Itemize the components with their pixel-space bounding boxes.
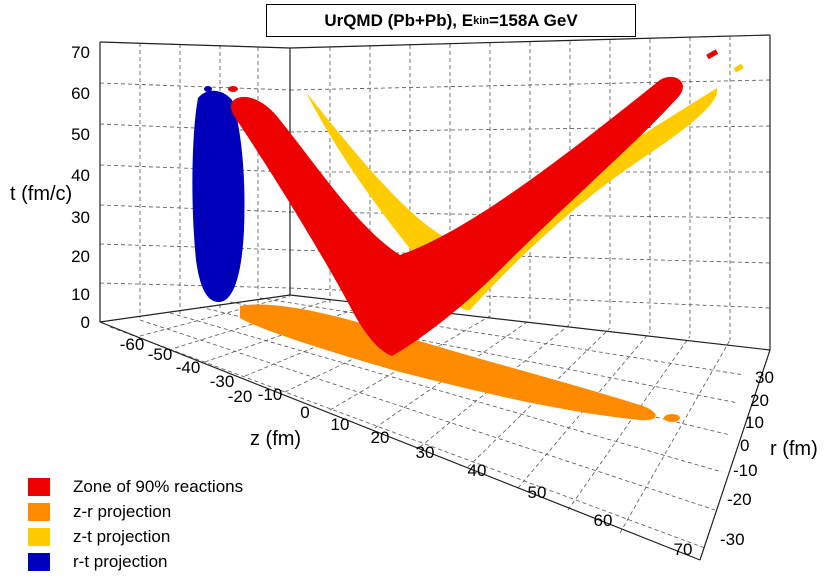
- r-tick-label: -20: [727, 490, 752, 509]
- z-tick-label: -20: [228, 387, 253, 406]
- chart-legend: Zone of 90% reactions z-r projection z-t…: [28, 474, 243, 574]
- legend-swatch: [28, 502, 50, 521]
- r-axis-ticks: 30 20 10 0 -10 -20 -30: [720, 368, 774, 549]
- legend-swatch: [28, 552, 50, 571]
- z-axis-ticks: -60 -50 -40 -30 -20 -10 0 10 20 30 40 50…: [120, 335, 693, 559]
- series-z-t-projection: [306, 63, 744, 311]
- z-tick-label: 70: [674, 540, 693, 559]
- t-tick-label: 0: [81, 313, 90, 332]
- z-tick-label: 40: [468, 461, 487, 480]
- legend-item: z-t projection: [28, 524, 243, 549]
- chart-axes: [99, 34, 771, 561]
- r-tick-label: 20: [750, 391, 769, 410]
- r-tick-label: 30: [755, 368, 774, 387]
- series-zone-of-90-reactions: [228, 49, 719, 356]
- chart-title-subscript: kin: [473, 14, 489, 27]
- legend-label: z-r projection: [73, 501, 172, 521]
- legend-label: r-t projection: [73, 551, 168, 571]
- z-tick-label: 50: [528, 483, 547, 502]
- z-tick-label: -40: [176, 358, 201, 377]
- z-tick-label: 30: [416, 443, 435, 462]
- data-mark: [230, 76, 683, 356]
- r-axis-label: r (fm): [770, 438, 818, 460]
- t-tick-label: 30: [71, 208, 90, 227]
- z-tick-label: 10: [331, 415, 350, 434]
- legend-label: z-t projection: [73, 526, 171, 546]
- z-tick-label: 20: [371, 428, 390, 447]
- t-tick-label: 20: [71, 247, 90, 266]
- chart-title-suffix: =158A GeV: [488, 10, 578, 30]
- legend-label: Zone of 90% reactions: [73, 476, 244, 496]
- data-mark: [306, 88, 718, 311]
- z-tick-label: -10: [258, 385, 283, 404]
- series-z-r-projection: [240, 304, 680, 422]
- data-mark: [706, 49, 719, 60]
- data-mark: [192, 90, 245, 303]
- z-tick-label: -50: [148, 345, 173, 364]
- legend-swatch: [28, 477, 50, 496]
- z-axis-label: z (fm): [250, 428, 301, 450]
- series-r-t-projection: [192, 86, 245, 303]
- t-axis-ticks: 0 10 20 30 40 50 60 70: [71, 43, 90, 332]
- r-tick-label: 10: [745, 413, 764, 432]
- data-mark: [664, 414, 680, 422]
- t-tick-label: 50: [71, 125, 90, 144]
- r-tick-label: 0: [740, 436, 749, 455]
- z-tick-label: -60: [120, 335, 145, 354]
- data-mark: [240, 304, 656, 421]
- t-tick-label: 40: [71, 166, 90, 185]
- z-tick-label: 0: [300, 403, 309, 422]
- t-tick-label: 10: [71, 285, 90, 304]
- t-axis-label: t (fm/c): [10, 183, 72, 205]
- legend-swatch: [28, 527, 50, 546]
- chart-title-prefix: UrQMD (Pb+Pb), E: [324, 10, 474, 30]
- t-tick-label: 60: [71, 84, 90, 103]
- r-tick-label: -30: [720, 530, 745, 549]
- legend-item: r-t projection: [28, 549, 243, 574]
- legend-item: z-r projection: [28, 499, 243, 524]
- z-tick-label: 60: [594, 511, 613, 530]
- t-tick-label: 70: [71, 43, 90, 62]
- data-mark: [228, 86, 238, 92]
- data-mark: [733, 63, 744, 73]
- legend-item: Zone of 90% reactions: [28, 474, 243, 499]
- z-tick-label: -30: [210, 372, 235, 391]
- data-mark: [204, 86, 212, 92]
- r-tick-label: -10: [733, 461, 758, 480]
